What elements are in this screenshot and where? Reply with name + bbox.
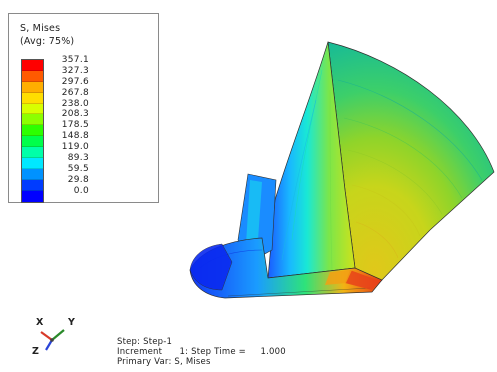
legend-swatch bbox=[22, 136, 43, 148]
step-info: Step: Step-1 Increment 1: Step Time = 1.… bbox=[117, 337, 286, 367]
legend-value: 0.0 bbox=[73, 185, 89, 196]
legend-swatch bbox=[22, 190, 43, 202]
legend-value: 148.8 bbox=[61, 131, 89, 142]
legend-subtitle: (Avg: 75%) bbox=[20, 36, 75, 47]
legend-value: 89.3 bbox=[67, 153, 89, 164]
legend-color-scale bbox=[21, 59, 44, 203]
legend-swatch bbox=[22, 179, 43, 191]
legend-value: 357.1 bbox=[61, 55, 89, 65]
legend-value: 297.6 bbox=[61, 76, 89, 87]
legend: S, Mises (Avg: 75%) 357.1 327.3 297.6 267.8… bbox=[8, 13, 159, 203]
legend-swatch bbox=[22, 168, 43, 180]
legend-swatch bbox=[22, 114, 43, 126]
legend-title: S, Mises bbox=[20, 23, 61, 34]
triad-x-label: X bbox=[36, 317, 44, 328]
legend-value-labels: 357.1 327.3 297.6 267.8 238.0 208.3 178.5 148.8… bbox=[53, 55, 89, 197]
legend-swatch bbox=[22, 103, 43, 115]
legend-value: 119.0 bbox=[61, 142, 89, 153]
triad-axes-icon bbox=[40, 329, 65, 351]
triad-z-label: Z bbox=[32, 346, 39, 357]
primary-variable: Primary Var: S, Mises bbox=[117, 357, 211, 367]
legend-value: 267.8 bbox=[61, 87, 89, 98]
legend-value: 29.8 bbox=[67, 174, 89, 185]
increment-info: Increment 1: Step Time = 1.000 bbox=[117, 347, 286, 357]
triad-y-label: Y bbox=[68, 317, 75, 328]
legend-swatch bbox=[22, 81, 43, 93]
legend-swatch bbox=[22, 158, 43, 169]
legend-value: 327.3 bbox=[61, 65, 89, 76]
legend-value: 59.5 bbox=[67, 163, 89, 174]
view-triad[interactable]: X Y Z bbox=[30, 314, 90, 362]
legend-value: 238.0 bbox=[61, 98, 89, 109]
legend-swatch bbox=[22, 60, 43, 71]
step-name: Step: Step-1 bbox=[117, 337, 173, 347]
legend-swatch bbox=[22, 92, 43, 104]
legend-swatch bbox=[22, 70, 43, 82]
legend-value: 178.5 bbox=[61, 120, 89, 131]
legend-swatch bbox=[22, 125, 43, 137]
legend-swatch bbox=[22, 147, 43, 159]
legend-value: 208.3 bbox=[61, 109, 89, 120]
